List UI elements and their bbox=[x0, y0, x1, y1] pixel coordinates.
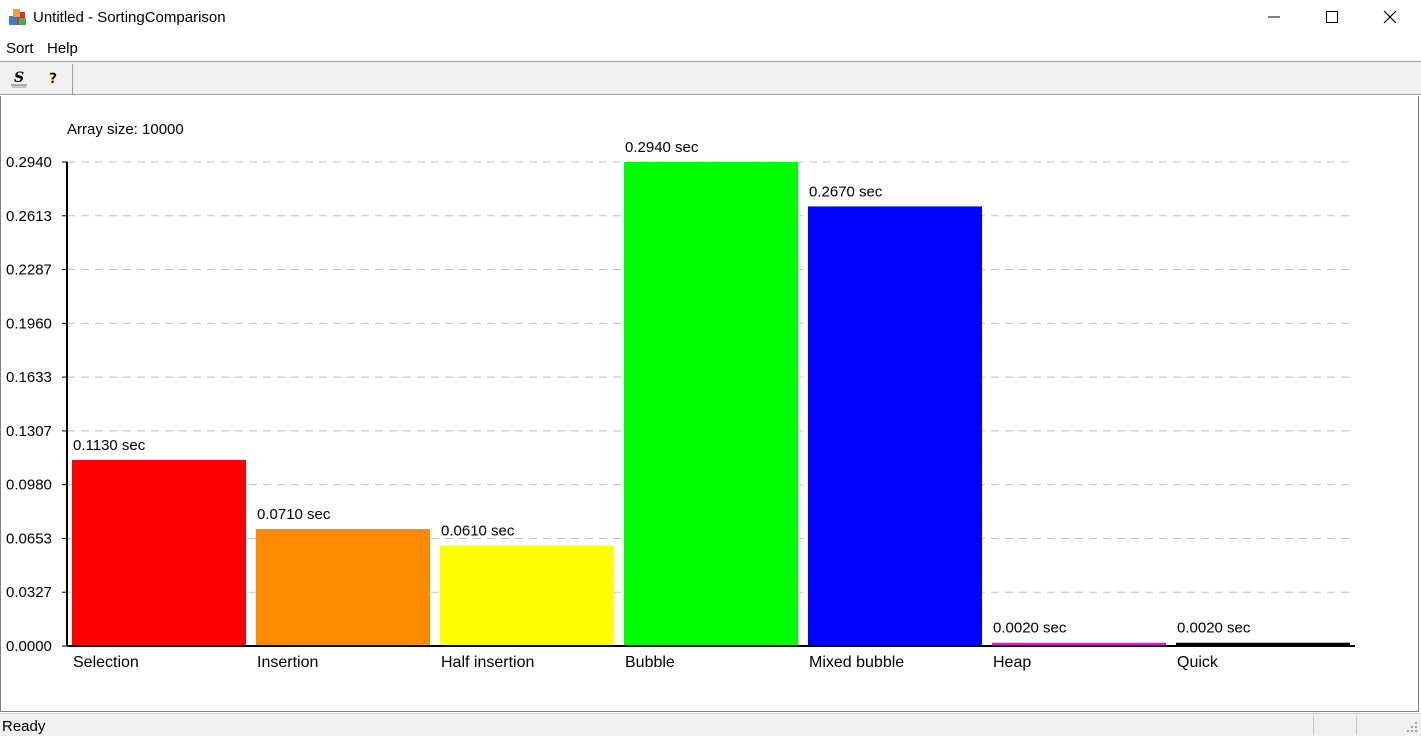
category-label: Quick bbox=[1177, 654, 1219, 671]
bar bbox=[440, 545, 614, 646]
y-tick-label: 0.0000 bbox=[6, 638, 52, 655]
bar-value-label: 0.2940 sec bbox=[625, 139, 699, 156]
y-tick-label: 0.0980 bbox=[6, 477, 52, 494]
category-label: Heap bbox=[993, 654, 1031, 671]
y-tick-label: 0.0653 bbox=[6, 530, 52, 547]
bar bbox=[256, 529, 430, 646]
menu-help[interactable]: Help bbox=[47, 40, 78, 57]
close-button[interactable] bbox=[1361, 0, 1419, 34]
close-icon bbox=[1383, 10, 1397, 24]
title-bar: Untitled - SortingComparison bbox=[0, 0, 1421, 36]
status-pane bbox=[1356, 716, 1357, 735]
minimize-icon bbox=[1268, 16, 1280, 18]
window-title: Untitled - SortingComparison bbox=[33, 9, 226, 26]
maximize-button[interactable] bbox=[1303, 0, 1361, 34]
bar-value-label: 0.0020 sec bbox=[1177, 620, 1251, 637]
y-tick-label: 0.1307 bbox=[6, 423, 52, 440]
menu-bar: Sort Help bbox=[0, 36, 1421, 60]
app-icon bbox=[9, 9, 26, 25]
help-icon: ? bbox=[49, 71, 58, 87]
y-tick-label: 0.2287 bbox=[6, 262, 52, 279]
svg-text:S: S bbox=[14, 70, 24, 86]
category-label: Half insertion bbox=[441, 654, 534, 671]
y-tick-label: 0.2613 bbox=[6, 208, 52, 225]
bar bbox=[72, 459, 246, 646]
status-pane bbox=[1313, 716, 1314, 735]
minimize-button[interactable] bbox=[1245, 0, 1303, 34]
status-text: Ready bbox=[2, 718, 46, 735]
bar-value-label: 0.0020 sec bbox=[993, 620, 1067, 637]
bar-value-label: 0.2670 sec bbox=[809, 183, 883, 200]
category-label: Bubble bbox=[625, 654, 675, 671]
y-tick-label: 0.1960 bbox=[6, 315, 52, 332]
sort-toolbar-button[interactable]: S bbox=[8, 67, 30, 89]
category-label: Mixed bubble bbox=[809, 654, 904, 671]
maximize-icon bbox=[1326, 11, 1338, 23]
help-toolbar-button[interactable]: ? bbox=[43, 67, 65, 89]
bar-value-label: 0.1130 sec bbox=[73, 437, 146, 454]
status-bar: Ready bbox=[0, 713, 1421, 736]
bar bbox=[624, 162, 798, 646]
y-tick-label: 0.2940 bbox=[6, 154, 52, 171]
bar-value-label: 0.0610 sec bbox=[441, 523, 515, 540]
category-label: Insertion bbox=[257, 654, 318, 671]
menu-sort[interactable]: Sort bbox=[6, 40, 34, 57]
y-tick-label: 0.0327 bbox=[6, 584, 52, 601]
bar bbox=[808, 206, 982, 646]
toolbar: S ? bbox=[0, 61, 1421, 95]
bar bbox=[1176, 642, 1350, 646]
bar-chart: Array size: 10000 0.1130 sec Selection 0.0… bbox=[6, 121, 1355, 671]
resize-grip-icon[interactable] bbox=[1404, 719, 1418, 733]
bar bbox=[992, 642, 1166, 646]
chart-title: Array size: 10000 bbox=[67, 121, 184, 138]
bar-value-label: 0.0710 sec bbox=[257, 506, 331, 523]
sort-icon: S bbox=[11, 70, 27, 88]
toolbar-separator bbox=[72, 64, 73, 94]
y-tick-label: 0.1633 bbox=[6, 369, 52, 386]
svg-text:?: ? bbox=[49, 71, 57, 87]
category-label: Selection bbox=[73, 654, 139, 671]
